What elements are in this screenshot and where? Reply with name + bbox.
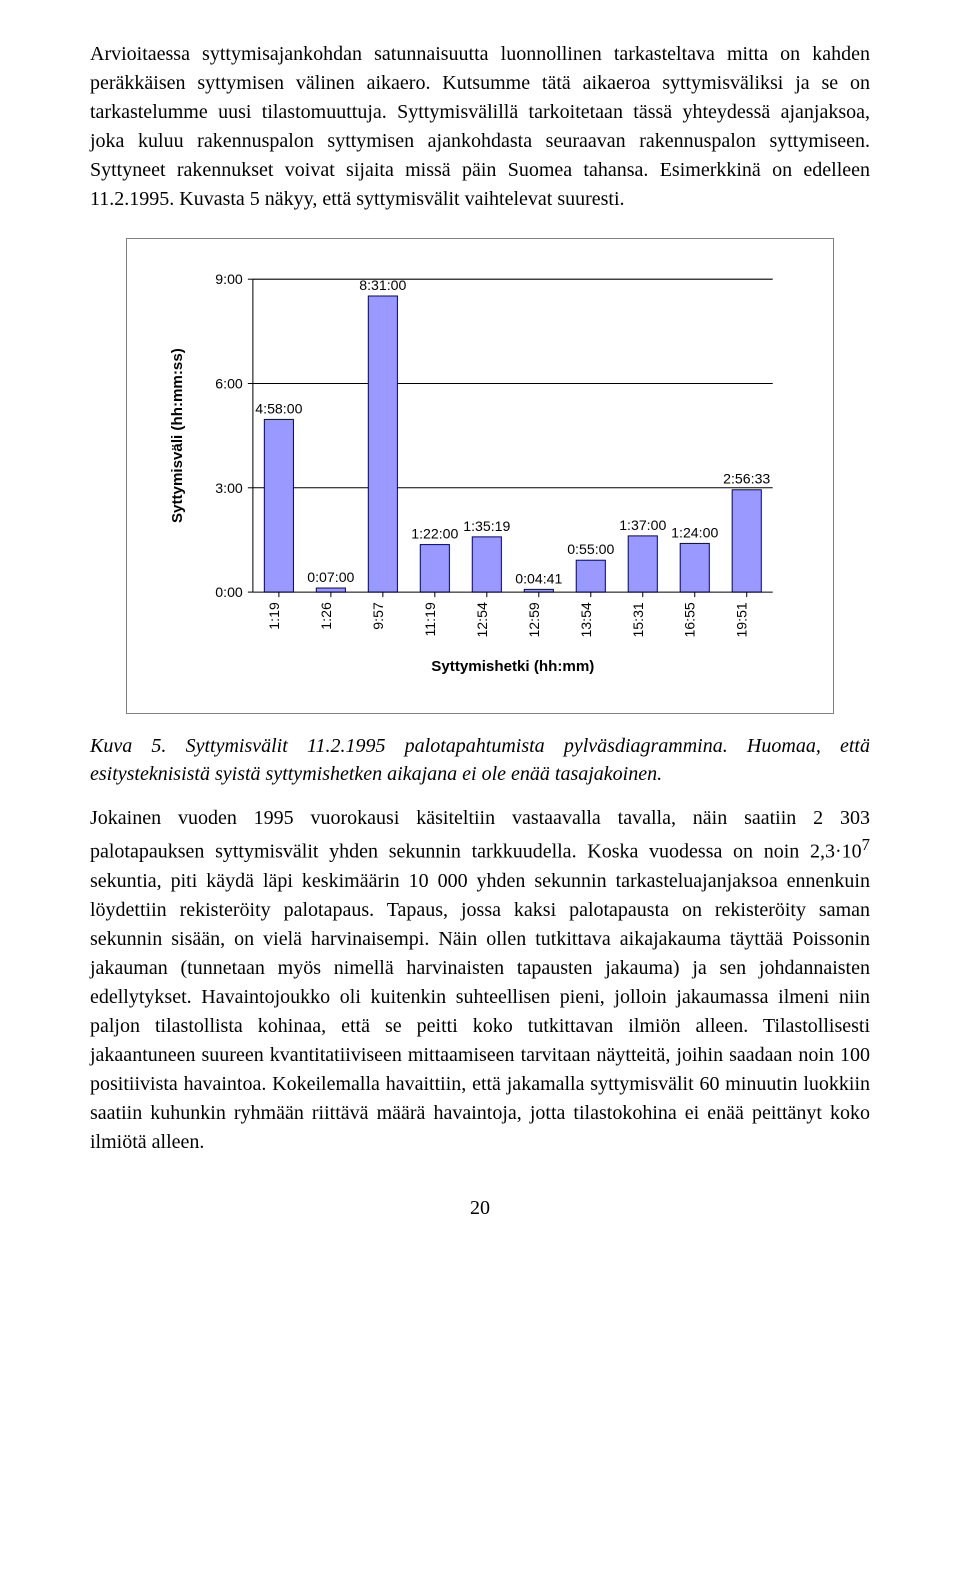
- paragraph-2-part1: Jokainen vuoden 1995 vuorokausi käsitelt…: [90, 807, 870, 863]
- svg-text:6:00: 6:00: [215, 376, 243, 392]
- svg-text:Syttymishetki (hh:mm): Syttymishetki (hh:mm): [431, 658, 594, 675]
- svg-text:12:54: 12:54: [474, 602, 490, 637]
- svg-text:Syttymisväli (hh:mm:ss): Syttymisväli (hh:mm:ss): [169, 348, 186, 523]
- svg-text:1:22:00: 1:22:00: [411, 526, 458, 542]
- chart-wrapper: 0:00 3:00 6:00 9:00 4:58:00 0:07:00 8:31:00 1:2…: [126, 238, 834, 714]
- paragraph-2-part2: sekuntia, piti käydä läpi keskimäärin 10…: [90, 870, 870, 1153]
- paragraph-2-exp-sup: 7: [862, 835, 870, 854]
- bar-chart: 0:00 3:00 6:00 9:00 4:58:00 0:07:00 8:31:00 1:2…: [157, 259, 803, 683]
- page-number: 20: [90, 1197, 870, 1220]
- svg-text:0:04:41: 0:04:41: [515, 570, 562, 586]
- svg-text:15:31: 15:31: [630, 602, 646, 637]
- svg-text:0:07:00: 0:07:00: [307, 569, 354, 585]
- svg-text:4:58:00: 4:58:00: [255, 400, 302, 416]
- svg-text:16:55: 16:55: [682, 602, 698, 637]
- svg-text:3:00: 3:00: [215, 480, 243, 496]
- svg-text:1:35:19: 1:35:19: [463, 518, 510, 534]
- svg-text:13:54: 13:54: [578, 602, 594, 637]
- svg-text:1:26: 1:26: [318, 602, 334, 630]
- svg-text:1:19: 1:19: [266, 602, 282, 630]
- paragraph-1: Arvioitaessa syttymisajankohdan satunnai…: [90, 40, 870, 214]
- paragraph-2: Jokainen vuoden 1995 vuorokausi käsitelt…: [90, 804, 870, 1157]
- paragraph-2-exp-base: 2,3·10: [810, 841, 862, 863]
- svg-text:12:59: 12:59: [526, 602, 542, 637]
- page-container: Arvioitaessa syttymisajankohdan satunnai…: [0, 0, 960, 1260]
- svg-text:1:37:00: 1:37:00: [619, 517, 666, 533]
- svg-text:1:24:00: 1:24:00: [671, 524, 718, 540]
- svg-text:0:00: 0:00: [215, 584, 243, 600]
- svg-text:9:57: 9:57: [370, 602, 386, 630]
- svg-text:11:19: 11:19: [422, 602, 438, 636]
- svg-text:19:51: 19:51: [734, 602, 750, 637]
- figure-caption: Kuva 5. Syttymisvälit 11.2.1995 palotapa…: [90, 732, 870, 788]
- svg-text:8:31:00: 8:31:00: [359, 277, 406, 293]
- svg-text:9:00: 9:00: [215, 271, 243, 287]
- svg-text:2:56:33: 2:56:33: [723, 471, 770, 487]
- svg-text:0:55:00: 0:55:00: [567, 541, 614, 557]
